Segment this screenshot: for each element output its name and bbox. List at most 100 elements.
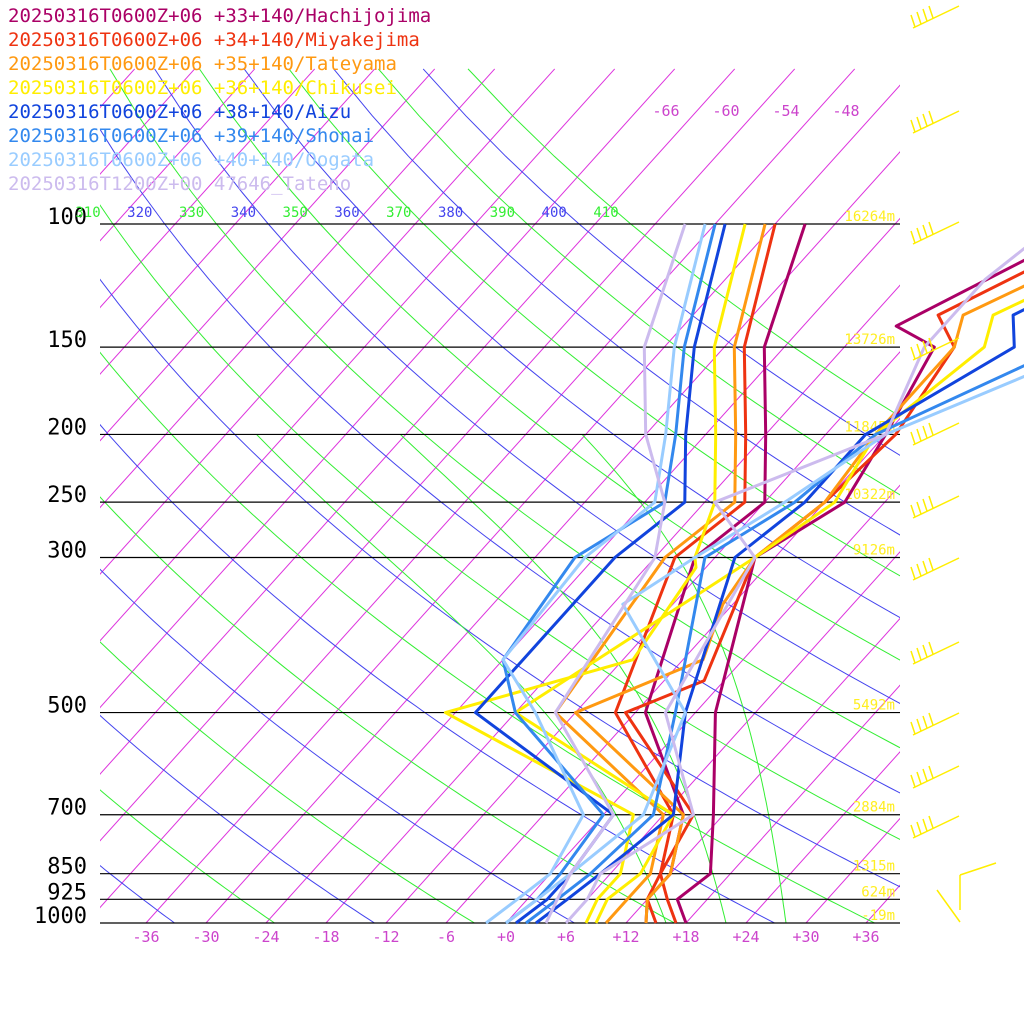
pressure-label: 100 xyxy=(47,205,87,230)
isotherm-line xyxy=(745,751,900,923)
isotherm-line xyxy=(565,551,900,923)
wind-barb-staff xyxy=(912,495,960,519)
wind-barb-staff xyxy=(912,765,960,789)
isotherm-line xyxy=(100,68,676,709)
theta-label: 320 xyxy=(127,205,152,221)
height-label: 5492m xyxy=(853,698,895,714)
upper-isotherm-label: -60 xyxy=(712,102,739,120)
isotherm-line xyxy=(325,284,900,923)
dry-adiabat-line xyxy=(100,568,576,923)
wind-barb-staff xyxy=(912,110,960,134)
isotherm-line xyxy=(100,68,736,775)
upper-isotherm-label: -54 xyxy=(772,102,799,120)
isotherm-line xyxy=(100,68,376,375)
temperature-tick-label: -6 xyxy=(437,928,455,946)
dry-adiabat-line xyxy=(100,641,476,923)
isotherm-line xyxy=(385,351,900,923)
profiles-layer xyxy=(443,223,1024,925)
wind-barb-staff xyxy=(936,889,961,923)
isotherm-line xyxy=(205,151,900,923)
wind-barb-flag xyxy=(922,340,928,354)
wind-barb-flag xyxy=(928,5,934,19)
theta-label: 340 xyxy=(231,205,256,221)
wind-barb-flag xyxy=(916,11,922,25)
isotherm-line xyxy=(100,68,316,309)
pressure-label: 300 xyxy=(47,539,87,564)
temperature-tick-label: +30 xyxy=(792,928,819,946)
theta-label: 410 xyxy=(593,205,618,221)
pressure-label: 200 xyxy=(47,415,87,440)
dry-adiabat-line xyxy=(100,789,276,923)
wind-barb-icon xyxy=(910,765,960,789)
wind-barb-flag xyxy=(916,647,922,661)
dry-adiabat-line xyxy=(100,714,376,923)
wind-barb-flag xyxy=(916,116,922,130)
wind-barb-flag xyxy=(910,566,916,580)
temperature-profile-line xyxy=(513,298,1024,924)
temperature-tick-label: -30 xyxy=(192,928,219,946)
dry-adiabat-line xyxy=(100,351,876,923)
legend-entry: 20250316T0600Z+06 +36+140/Chikusei xyxy=(8,77,397,99)
legend-entry: 20250316T0600Z+06 +38+140/Aizu xyxy=(8,101,352,123)
wind-barb-flag xyxy=(910,721,916,735)
dewpoint-profile-line xyxy=(443,223,747,924)
wind-barb-staff xyxy=(912,815,960,839)
temperature-tick-label: +24 xyxy=(732,928,759,946)
wind-barb-flag xyxy=(922,768,928,782)
wind-barb-icon xyxy=(910,337,960,361)
wind-barb-flag xyxy=(928,557,934,571)
height-label: 10322m xyxy=(844,487,895,503)
wind-barb-flag xyxy=(922,8,928,22)
wind-barb-staff xyxy=(912,422,960,446)
dewpoint-profile-line xyxy=(553,223,767,925)
wind-barb-flag xyxy=(922,113,928,127)
legend-entry: 20250316T0600Z+06 +34+140/Miyakejima xyxy=(8,29,420,51)
isotherm-line xyxy=(100,68,856,909)
wind-barb-flag xyxy=(916,227,922,241)
height-label: 13726m xyxy=(844,332,895,348)
wind-barb-icon xyxy=(910,221,960,245)
wind-barb-icon xyxy=(910,557,960,581)
wind-barb-flag xyxy=(910,119,916,133)
temperature-tick-label: -12 xyxy=(372,928,399,946)
wind-barb-icon xyxy=(910,110,960,134)
wind-barb-staff xyxy=(912,641,960,665)
temperature-tick-label: -24 xyxy=(252,928,279,946)
isotherm-line xyxy=(100,68,616,642)
moist-adiabat-line xyxy=(581,434,787,923)
wind-barb-flag xyxy=(916,821,922,835)
temperature-profile-line xyxy=(675,258,1024,924)
dry-adiabat-line xyxy=(154,68,900,704)
isotherm-line xyxy=(685,684,900,923)
wind-barb-flag xyxy=(928,422,934,436)
theta-label: 370 xyxy=(386,205,411,221)
wind-barb-icon xyxy=(910,422,960,446)
temperature-profile-line xyxy=(535,307,1024,925)
temperature-tick-label: -18 xyxy=(312,928,339,946)
dewpoint-profile-line xyxy=(544,223,687,924)
upper-isotherm-label: -66 xyxy=(652,102,679,120)
wind-barb-flag xyxy=(922,560,928,574)
wind-barb-staff xyxy=(912,5,960,29)
upper-isotherm-label: -48 xyxy=(832,102,859,120)
temperature-profile-line xyxy=(525,364,1024,925)
wind-barb-flag xyxy=(922,498,928,512)
wind-barb-icon xyxy=(910,495,960,519)
temperature-profile-line xyxy=(564,246,1024,925)
theta-label: 360 xyxy=(334,205,359,221)
pressure-label: 500 xyxy=(47,694,87,719)
dry-adiabat-line xyxy=(100,204,900,840)
isotherm-line xyxy=(100,68,796,842)
pressure-label: 1000 xyxy=(34,904,87,929)
height-label: -19m xyxy=(861,908,895,924)
theta-label: 310 xyxy=(75,205,100,221)
legend-entry: 20250316T0600Z+06 +33+140/Hachijojima xyxy=(8,5,432,27)
temperature-tick-label: +6 xyxy=(557,928,575,946)
moist-adiabat-line xyxy=(256,434,667,923)
dry-adiabat-line xyxy=(109,68,900,749)
dry-adiabat-line xyxy=(288,68,900,577)
isotherm-line xyxy=(100,68,496,509)
wind-barb-flag xyxy=(928,641,934,655)
wind-barb-staff xyxy=(912,712,960,736)
